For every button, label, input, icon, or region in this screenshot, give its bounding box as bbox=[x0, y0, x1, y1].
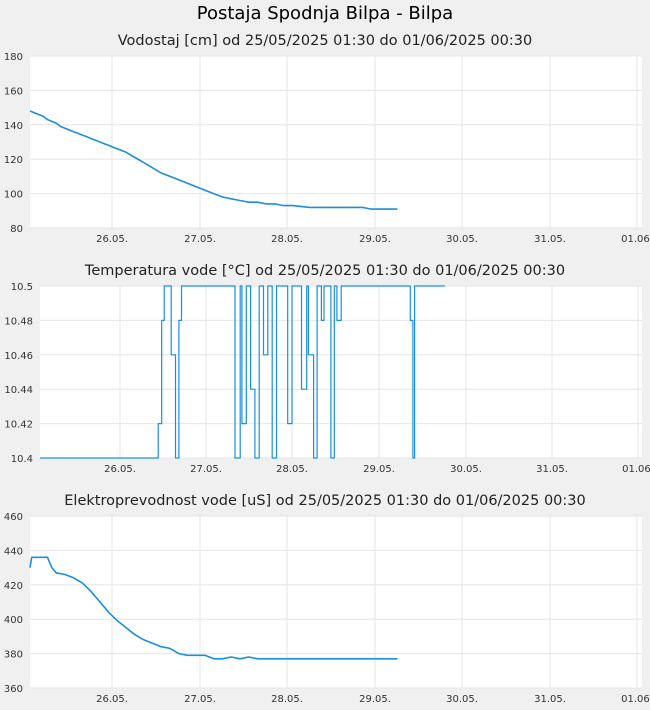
series-line bbox=[29, 110, 398, 210]
y-tick-label: 360 bbox=[4, 684, 23, 695]
y-tick-label: 380 bbox=[4, 650, 23, 661]
chart-panel-1: Vodostaj [cm] od 25/05/2025 01:30 do 01/… bbox=[4, 33, 650, 245]
y-tick-label: 400 bbox=[4, 615, 23, 626]
x-tick-label: 28.05. bbox=[271, 694, 303, 705]
plot-area bbox=[30, 56, 642, 228]
x-tick-label: 29.05. bbox=[359, 694, 391, 705]
x-tick-label: 26.05. bbox=[96, 694, 128, 705]
x-tick-label: 01.06. bbox=[621, 694, 650, 705]
y-tick-label: 420 bbox=[4, 581, 23, 592]
x-tick-label: 29.05. bbox=[363, 464, 395, 475]
y-tick-label: 10.42 bbox=[4, 420, 33, 431]
y-tick-label: 180 bbox=[4, 52, 23, 63]
chart-panel-2: Temperatura vode [°C] od 25/05/2025 01:3… bbox=[4, 263, 650, 475]
chart-title: Elektroprevodnost vode [uS] od 25/05/202… bbox=[64, 493, 585, 509]
chart-title: Temperatura vode [°C] od 25/05/2025 01:3… bbox=[84, 263, 565, 279]
y-tick-label: 10.5 bbox=[11, 282, 33, 293]
series-line bbox=[29, 556, 398, 660]
x-tick-label: 27.05. bbox=[190, 464, 222, 475]
y-tick-label: 80 bbox=[10, 224, 23, 235]
x-tick-label: 30.05. bbox=[446, 694, 478, 705]
x-tick-label: 01.06. bbox=[622, 464, 650, 475]
y-tick-label: 10.4 bbox=[11, 454, 33, 465]
y-tick-label: 460 bbox=[4, 512, 23, 523]
x-tick-label: 27.05. bbox=[184, 694, 216, 705]
x-tick-label: 27.05. bbox=[184, 234, 216, 245]
x-tick-label: 01.06. bbox=[621, 234, 650, 245]
x-tick-label: 26.05. bbox=[104, 464, 136, 475]
y-tick-label: 10.48 bbox=[4, 316, 33, 327]
x-tick-label: 26.05. bbox=[96, 234, 128, 245]
x-tick-label: 30.05. bbox=[450, 464, 482, 475]
x-tick-label: 31.05. bbox=[534, 694, 566, 705]
series-line bbox=[40, 285, 445, 459]
x-tick-label: 31.05. bbox=[536, 464, 568, 475]
y-tick-label: 10.44 bbox=[4, 385, 33, 396]
y-tick-label: 10.46 bbox=[4, 351, 33, 362]
x-tick-label: 28.05. bbox=[271, 234, 303, 245]
page-title: Postaja Spodnja Bilpa - Bilpa bbox=[196, 3, 454, 24]
y-tick-label: 120 bbox=[4, 155, 23, 166]
x-tick-label: 30.05. bbox=[446, 234, 478, 245]
chart-panel-3: Elektroprevodnost vode [uS] od 25/05/202… bbox=[4, 493, 650, 705]
chart-title: Vodostaj [cm] od 25/05/2025 01:30 do 01/… bbox=[118, 33, 532, 49]
y-tick-label: 440 bbox=[4, 546, 23, 557]
y-tick-label: 140 bbox=[4, 121, 23, 132]
y-tick-label: 160 bbox=[4, 86, 23, 97]
y-tick-label: 100 bbox=[4, 190, 23, 201]
x-tick-label: 31.05. bbox=[534, 234, 566, 245]
x-tick-label: 29.05. bbox=[359, 234, 391, 245]
x-tick-label: 28.05. bbox=[276, 464, 308, 475]
